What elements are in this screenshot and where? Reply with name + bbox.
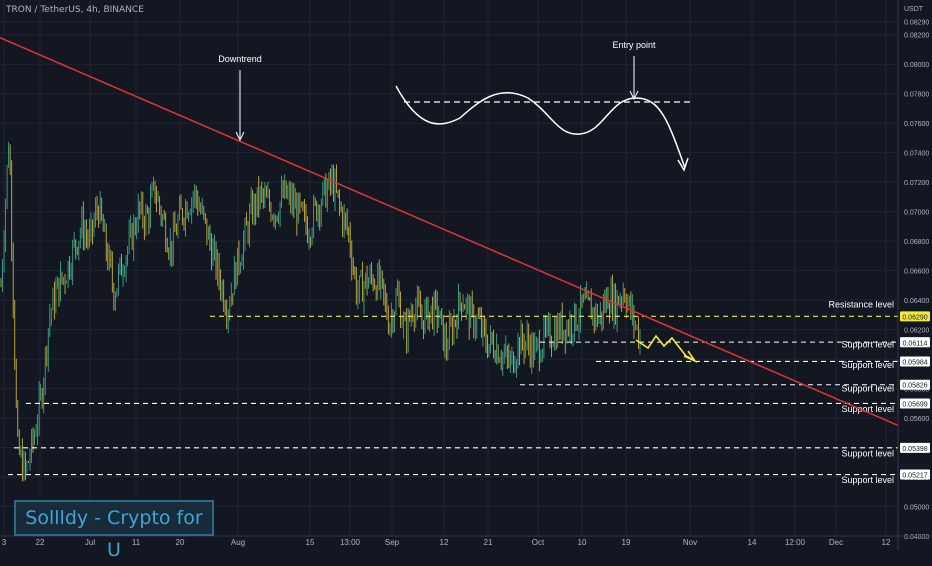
x-tick-label: 10 xyxy=(578,538,587,547)
yellow-projection-path xyxy=(635,334,695,361)
y-tick-label: 0.06600 xyxy=(904,269,929,276)
price-tag-bg xyxy=(900,398,930,409)
price-tag: 0.05699 xyxy=(902,401,927,408)
support-level-label: Support level xyxy=(841,448,894,458)
x-tick-label: Dec xyxy=(829,538,843,547)
y-tick-label: 0.05800 xyxy=(904,387,929,394)
y-tick-label: 0.07200 xyxy=(904,180,929,187)
projected-path-arrowhead xyxy=(677,157,689,172)
x-tick-label: 12 xyxy=(882,538,891,547)
x-tick-label: 3 xyxy=(2,538,7,547)
resistance-price-tag-bg xyxy=(900,311,930,322)
x-tick-label: Nov xyxy=(683,538,697,547)
support-level-label: Support level xyxy=(841,384,894,394)
x-tick-label: Sep xyxy=(385,538,400,547)
price-chart[interactable]: Resistance level Support level Support lev… xyxy=(0,0,932,550)
y-tick-label: 0.08290 xyxy=(904,19,929,26)
plot-background xyxy=(0,0,898,536)
price-tag-bg xyxy=(900,379,930,390)
y-tick-label: 0.07800 xyxy=(904,92,929,99)
price-tag-bg xyxy=(900,469,930,480)
price-tag: 0.06114 xyxy=(903,340,928,347)
x-tick-label: 12 xyxy=(440,538,449,547)
chart-annotations: Downtrend Entry point xyxy=(218,40,698,363)
x-tick-label: 11 xyxy=(132,538,141,547)
x-tick-label: Jul xyxy=(85,538,95,547)
downtrend-line xyxy=(0,37,899,427)
price-axis-unit: USDT xyxy=(904,6,924,13)
price-tag: 0.05217 xyxy=(902,473,927,480)
projected-path-curve xyxy=(395,85,686,169)
yellow-projection-arrowhead xyxy=(683,350,698,363)
support-resistance-levels: Resistance level Support level Support lev… xyxy=(8,300,898,485)
y-tick-label: 0.05600 xyxy=(904,416,929,423)
chart-title: TRON / TetherUS, 4h, BINANCE xyxy=(6,5,144,15)
y-tick-label: 0.06800 xyxy=(904,239,929,246)
downtrend-label: Downtrend xyxy=(218,54,262,64)
x-tick-label: 21 xyxy=(484,538,493,547)
x-tick-label: 13:00 xyxy=(340,538,361,547)
y-tick-label: 0.06400 xyxy=(904,298,929,305)
price-tag-bg xyxy=(900,442,930,453)
y-tick-label: 0.06200 xyxy=(904,328,929,335)
support-level-label: Support level xyxy=(841,339,894,349)
resistance-level-label: Resistance level xyxy=(828,300,894,310)
x-tick-label: Oct xyxy=(532,538,545,547)
y-tick-label: 0.04800 xyxy=(904,534,929,541)
price-tag: 0.05984 xyxy=(902,359,927,366)
price-axis: USDT 0.08290 0.08200 0.08000 0.07800 0.07600 0… xyxy=(897,0,930,550)
y-tick-label: 0.05000 xyxy=(904,505,929,512)
x-tick-label: Aug xyxy=(231,538,245,547)
y-tick-label: 0.08200 xyxy=(904,33,929,40)
y-tick-label: 0.07000 xyxy=(904,210,929,217)
support-level-label: Support level xyxy=(841,475,894,485)
x-tick-label: 15 xyxy=(306,538,315,547)
y-tick-label: 0.08000 xyxy=(904,62,929,69)
support-level-label: Support level xyxy=(841,404,894,414)
x-tick-label: 22 xyxy=(36,538,45,547)
price-tag: 0.05398 xyxy=(902,446,927,453)
support-level-label: Support level xyxy=(841,360,894,370)
x-tick-label: 12:00 xyxy=(785,538,806,547)
price-tag-bg xyxy=(900,356,930,367)
entry-point-label: Entry point xyxy=(612,40,656,50)
resistance-price-tag: 0.06290 xyxy=(902,314,927,321)
entry-arrow-head xyxy=(629,90,639,101)
y-tick-label: 0.07600 xyxy=(904,121,929,128)
x-tick-label: 14 xyxy=(748,538,757,547)
chart-grid xyxy=(0,0,898,537)
x-tick-label: 19 xyxy=(622,538,631,547)
price-tag-bg xyxy=(900,337,930,348)
trendline-segment xyxy=(0,37,899,427)
x-tick-label: 20 xyxy=(176,538,185,547)
watermark-logo: Sollldy - Crypto for U xyxy=(14,500,214,561)
price-tag: 0.05826 xyxy=(902,383,927,390)
y-tick-label: 0.07400 xyxy=(904,151,929,158)
time-axis: 3 22 Jul 11 20 Aug 15 13:00 Sep 12 21 Oct 10 19 Nov 14 1… xyxy=(0,535,932,547)
downtrend-arrow-head xyxy=(235,131,245,142)
